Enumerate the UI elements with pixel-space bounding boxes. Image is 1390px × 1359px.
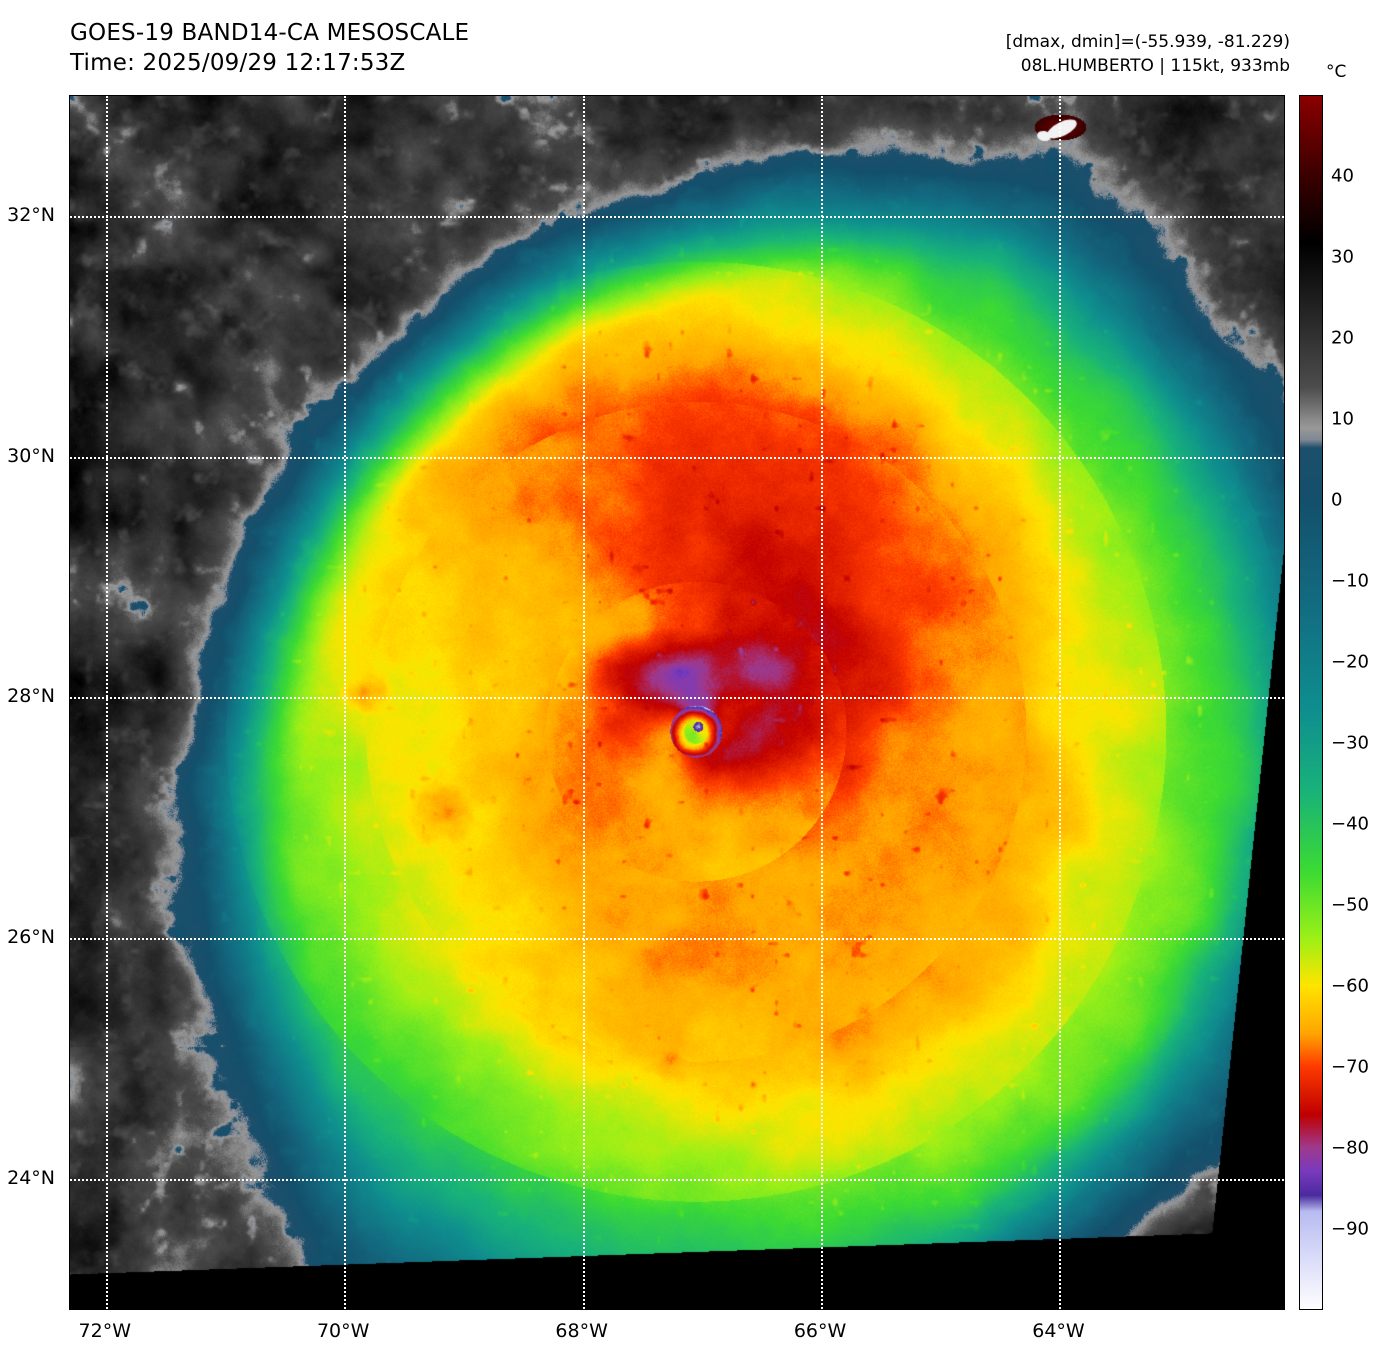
lon-tick-64: 64°W <box>1032 1320 1085 1342</box>
lat-tick-30: 30°N <box>7 444 55 467</box>
colorbar-tick-40: 40 <box>1331 165 1354 187</box>
lat-tick-24: 24°N <box>7 1166 55 1189</box>
colorbar-tick-20: 20 <box>1331 327 1354 349</box>
colorbar-tick-minus30: −30 <box>1331 732 1369 754</box>
colorbar-unit-label: °C <box>1326 62 1347 82</box>
colorbar[interactable]: 40 30 20 10 0 −10 −20 −30 −40 −50 −60 −70 −80 −90 <box>1299 95 1369 1310</box>
header-left-block: GOES-19 BAND14-CA MESOSCALE Time: 2025/0… <box>70 18 469 78</box>
header-right-block: [dmax, dmin]=(-55.939, -81.229) 08L.HUMB… <box>1006 30 1290 78</box>
colorbar-tick-0: 0 <box>1331 489 1343 511</box>
colorbar-tick-30: 30 <box>1331 246 1354 268</box>
colorbar-canvas <box>1300 96 1322 1309</box>
satellite-imagery-canvas <box>70 96 1284 1309</box>
colorbar-tick-minus90: −90 <box>1331 1218 1369 1240</box>
colorbar-tick-10: 10 <box>1331 408 1354 430</box>
lon-tick-68: 68°W <box>555 1320 608 1342</box>
lon-tick-72: 72°W <box>78 1320 131 1342</box>
colorbar-tick-minus40: −40 <box>1331 813 1369 835</box>
lon-tick-66: 66°W <box>793 1320 847 1342</box>
lon-tick-70: 70°W <box>316 1320 370 1342</box>
dmax-dmin-label: [dmax, dmin]=(-55.939, -81.229) <box>1005 32 1290 52</box>
lat-tick-32: 32°N <box>7 204 55 227</box>
timestamp-label: Time: 2025/09/29 12:17:53Z <box>70 50 406 76</box>
colorbar-tick-minus60: −60 <box>1331 975 1369 997</box>
colorbar-tick-minus70: −70 <box>1331 1056 1369 1078</box>
colorbar-tick-minus10: −10 <box>1331 570 1369 592</box>
lat-tick-26: 26°N <box>7 926 55 949</box>
lat-tick-28: 28°N <box>7 685 55 708</box>
colorbar-tick-minus20: −20 <box>1331 651 1369 673</box>
page-title: GOES-19 BAND14-CA MESOSCALE <box>70 20 470 46</box>
satellite-image-plot[interactable]: Copyright © 2020-2025 Dapiya <box>69 95 1285 1310</box>
colorbar-tick-minus50: −50 <box>1331 894 1369 916</box>
storm-info-label: 08L.HUMBERTO | 115kt, 933mb <box>1020 56 1290 76</box>
colorbar-tick-minus80: −80 <box>1331 1137 1369 1159</box>
colorbar-gradient <box>1299 95 1323 1310</box>
